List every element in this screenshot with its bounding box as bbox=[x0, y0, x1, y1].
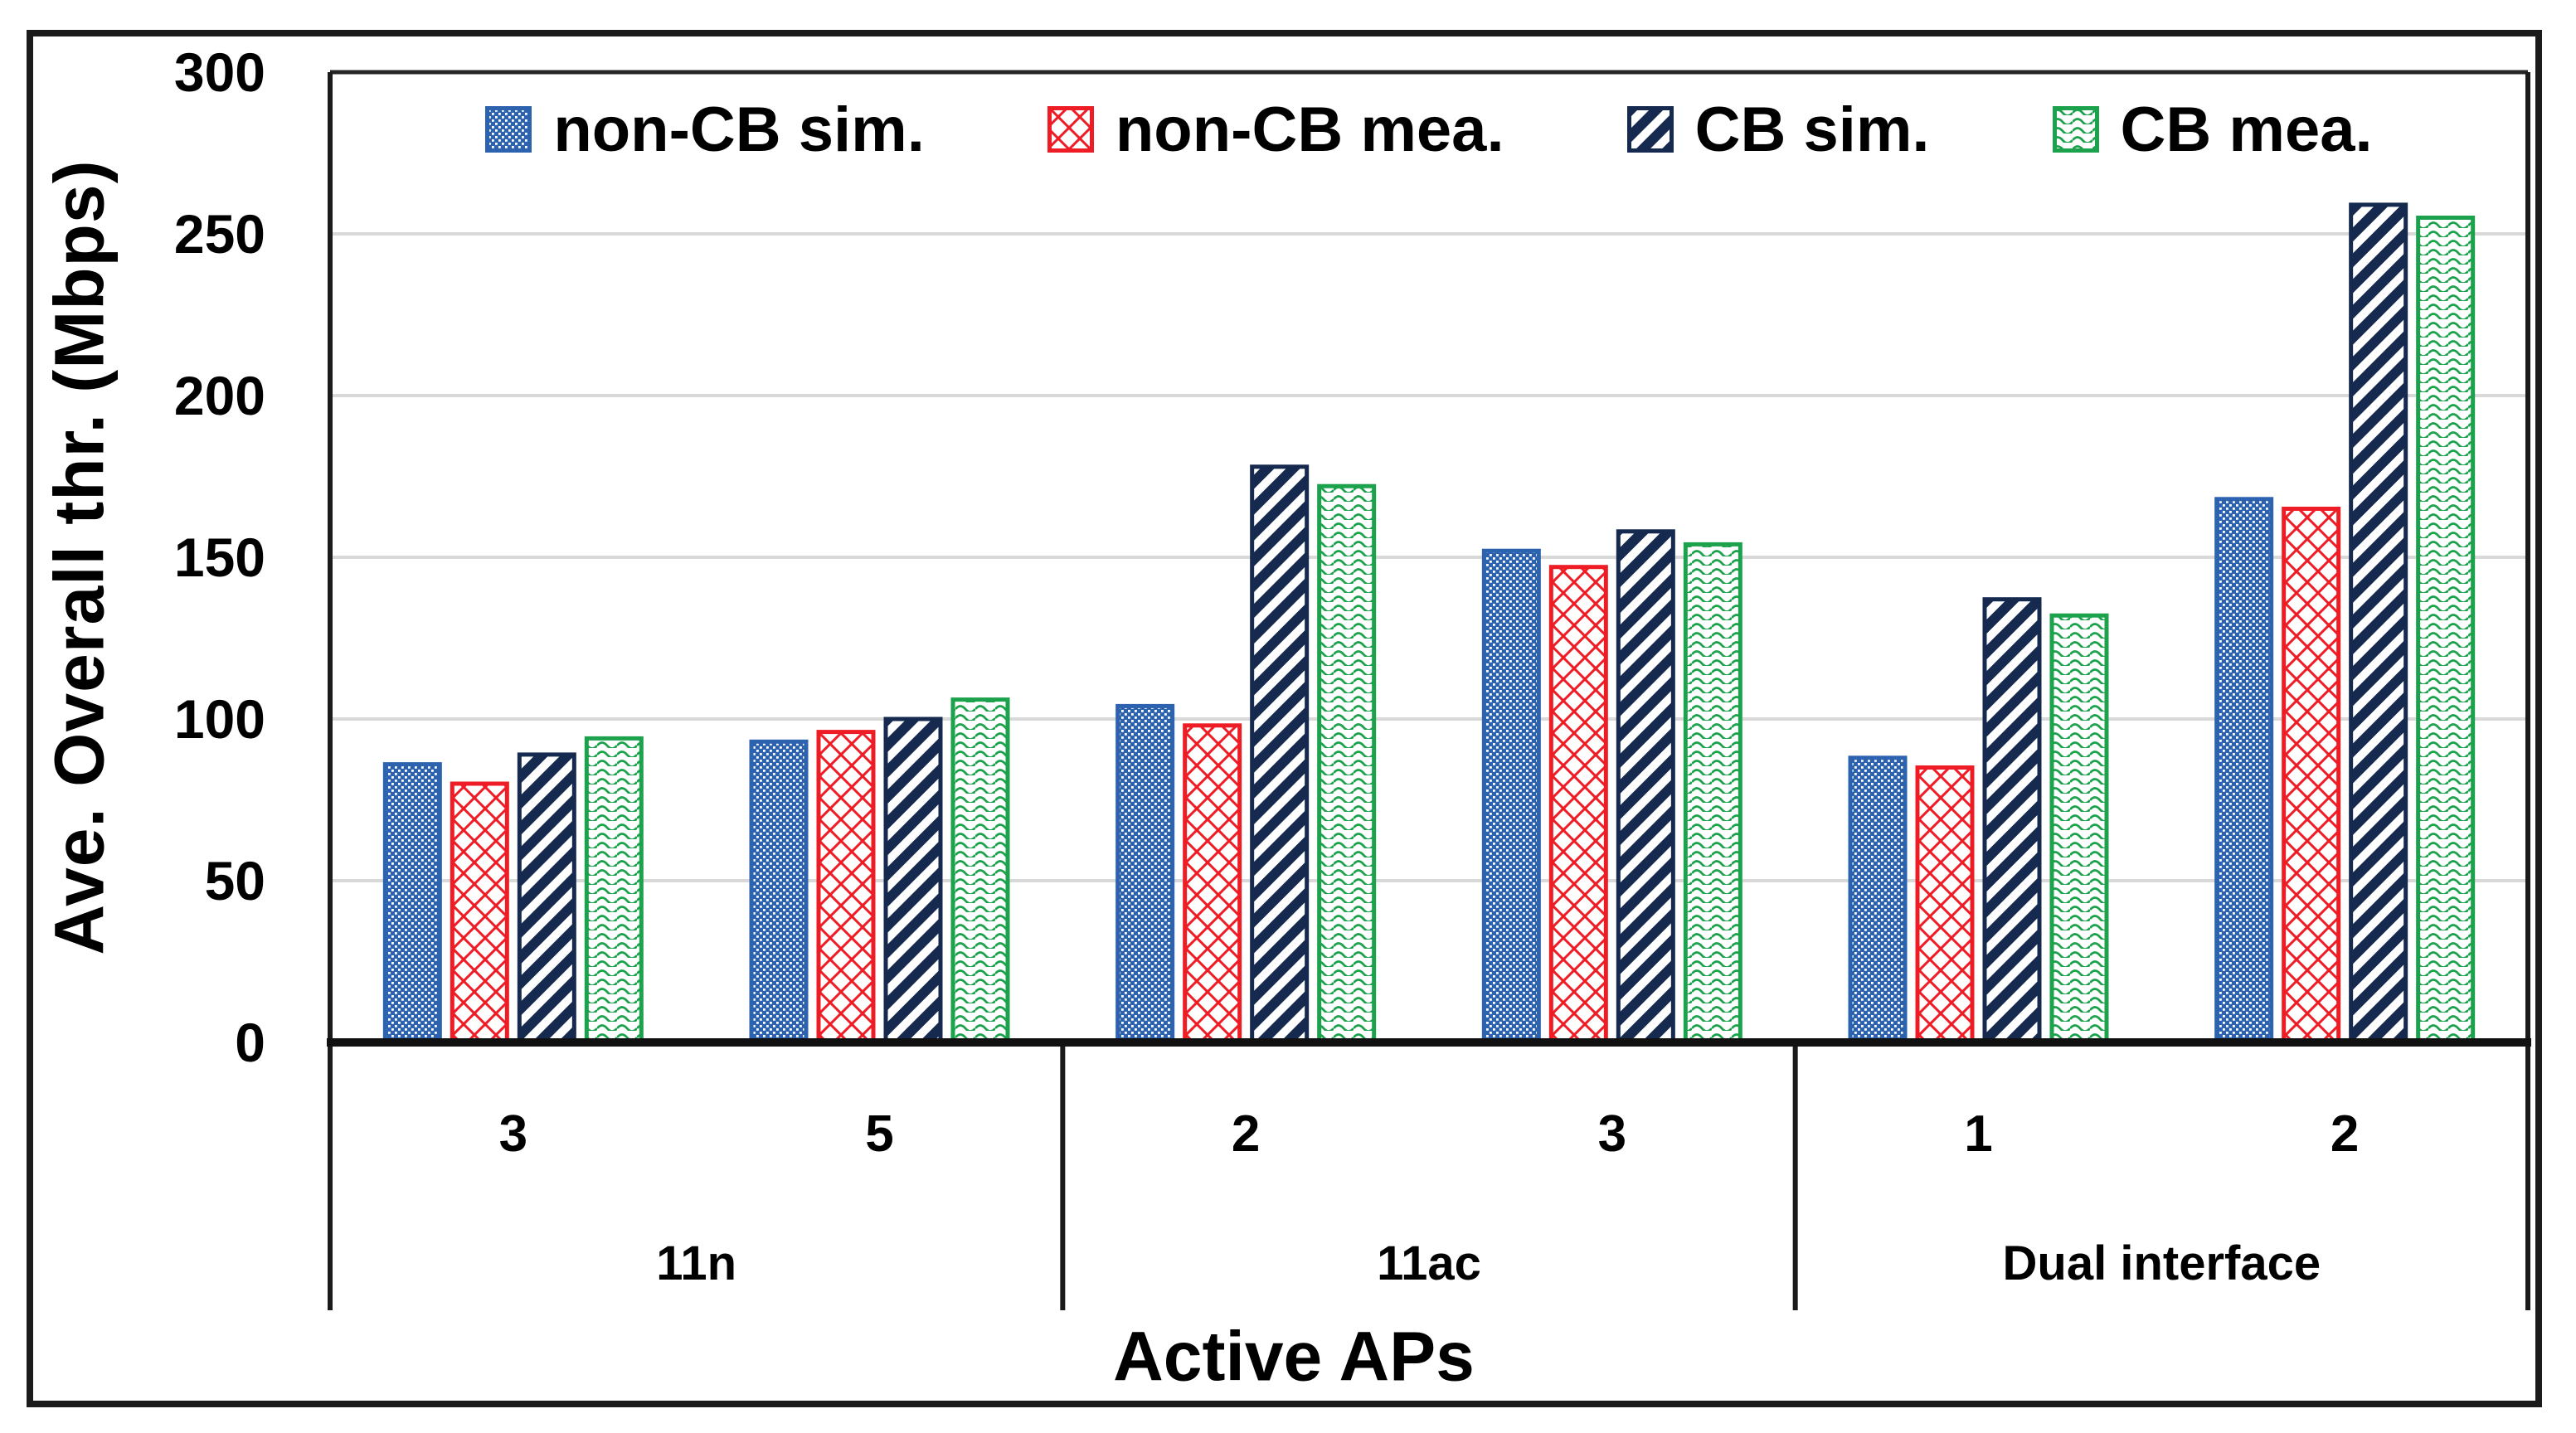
bar-s3-g5 bbox=[2416, 216, 2476, 1045]
legend-item-0: non-CB sim. bbox=[485, 94, 925, 166]
bar-s1-g2 bbox=[1183, 723, 1242, 1045]
legend-swatch-icon bbox=[2052, 106, 2099, 153]
bar-s2-g5 bbox=[2349, 202, 2408, 1045]
bar-s2-g4 bbox=[1982, 597, 2042, 1045]
bar-s1-g5 bbox=[2282, 507, 2341, 1045]
gridlines bbox=[330, 232, 2528, 882]
legend-swatch-rect bbox=[2052, 106, 2099, 153]
bar-s3-g3 bbox=[1683, 542, 1742, 1045]
plot-frame bbox=[327, 70, 2531, 1310]
bar-s3-g1 bbox=[950, 697, 1010, 1045]
x-section-label: Dual interface bbox=[2002, 1236, 2321, 1290]
x-group-label: 2 bbox=[2330, 1105, 2360, 1163]
legend-swatch-icon bbox=[1047, 106, 1094, 153]
y-tick-label: 0 bbox=[235, 1012, 265, 1073]
x-group-label: 1 bbox=[1964, 1105, 1993, 1163]
legend-swatch-rect bbox=[1626, 106, 1674, 153]
bar-s0-g2 bbox=[1115, 703, 1175, 1045]
x-group-label: 3 bbox=[1597, 1105, 1627, 1163]
bar-s2-g3 bbox=[1616, 529, 1675, 1045]
legend-swatch-rect bbox=[1047, 106, 1094, 153]
legend-swatch-icon bbox=[1626, 106, 1674, 153]
legend-swatch-icon bbox=[485, 106, 532, 153]
x-group-label: 2 bbox=[1231, 1105, 1261, 1163]
bar-s2-g2 bbox=[1250, 464, 1310, 1045]
x-axis-title: Active APs bbox=[1113, 1317, 1475, 1396]
y-tick-label: 250 bbox=[173, 203, 265, 265]
x-section-label: 11n bbox=[656, 1236, 737, 1290]
bar-s3-g4 bbox=[2049, 613, 2109, 1045]
legend-label: non-CB mea. bbox=[1115, 94, 1504, 165]
bar-s0-g1 bbox=[749, 739, 809, 1045]
bar-s0-g0 bbox=[382, 762, 442, 1045]
bar-s1-g4 bbox=[1915, 765, 1975, 1045]
bar-s0-g4 bbox=[1848, 755, 1908, 1045]
bar-s0-g5 bbox=[2214, 497, 2274, 1045]
bar-s0-g3 bbox=[1481, 548, 1541, 1045]
bar-s3-g0 bbox=[584, 736, 644, 1045]
legend-label: CB mea. bbox=[2120, 94, 2373, 165]
bar-s2-g0 bbox=[517, 752, 576, 1045]
y-tick-label: 150 bbox=[173, 527, 265, 588]
legend: non-CB sim. non-CB mea. CB sim. CB mea. bbox=[330, 94, 2528, 166]
bar-s1-g1 bbox=[816, 730, 876, 1045]
figure-border bbox=[27, 30, 2542, 1407]
y-tick-label: 100 bbox=[173, 688, 265, 750]
bar-s1-g0 bbox=[450, 781, 509, 1045]
legend-swatch-rect bbox=[485, 106, 532, 153]
y-tick-label: 300 bbox=[173, 41, 265, 103]
bar-s1-g3 bbox=[1548, 565, 1608, 1045]
legend-label: non-CB sim. bbox=[553, 94, 925, 165]
y-tick-label: 50 bbox=[204, 850, 265, 911]
bar-s3-g2 bbox=[1317, 483, 1377, 1045]
y-tick-label: 200 bbox=[173, 365, 265, 426]
x-group-label: 3 bbox=[498, 1105, 528, 1163]
legend-label: CB sim. bbox=[1694, 94, 1930, 165]
legend-item-3: CB mea. bbox=[2052, 94, 2373, 166]
legend-item-2: CB sim. bbox=[1626, 94, 1930, 166]
bars bbox=[382, 202, 2476, 1045]
bar-s2-g1 bbox=[883, 716, 943, 1045]
x-group-label: 5 bbox=[865, 1105, 894, 1163]
legend-item-1: non-CB mea. bbox=[1047, 94, 1504, 166]
x-section-label: 11ac bbox=[1377, 1236, 1481, 1290]
